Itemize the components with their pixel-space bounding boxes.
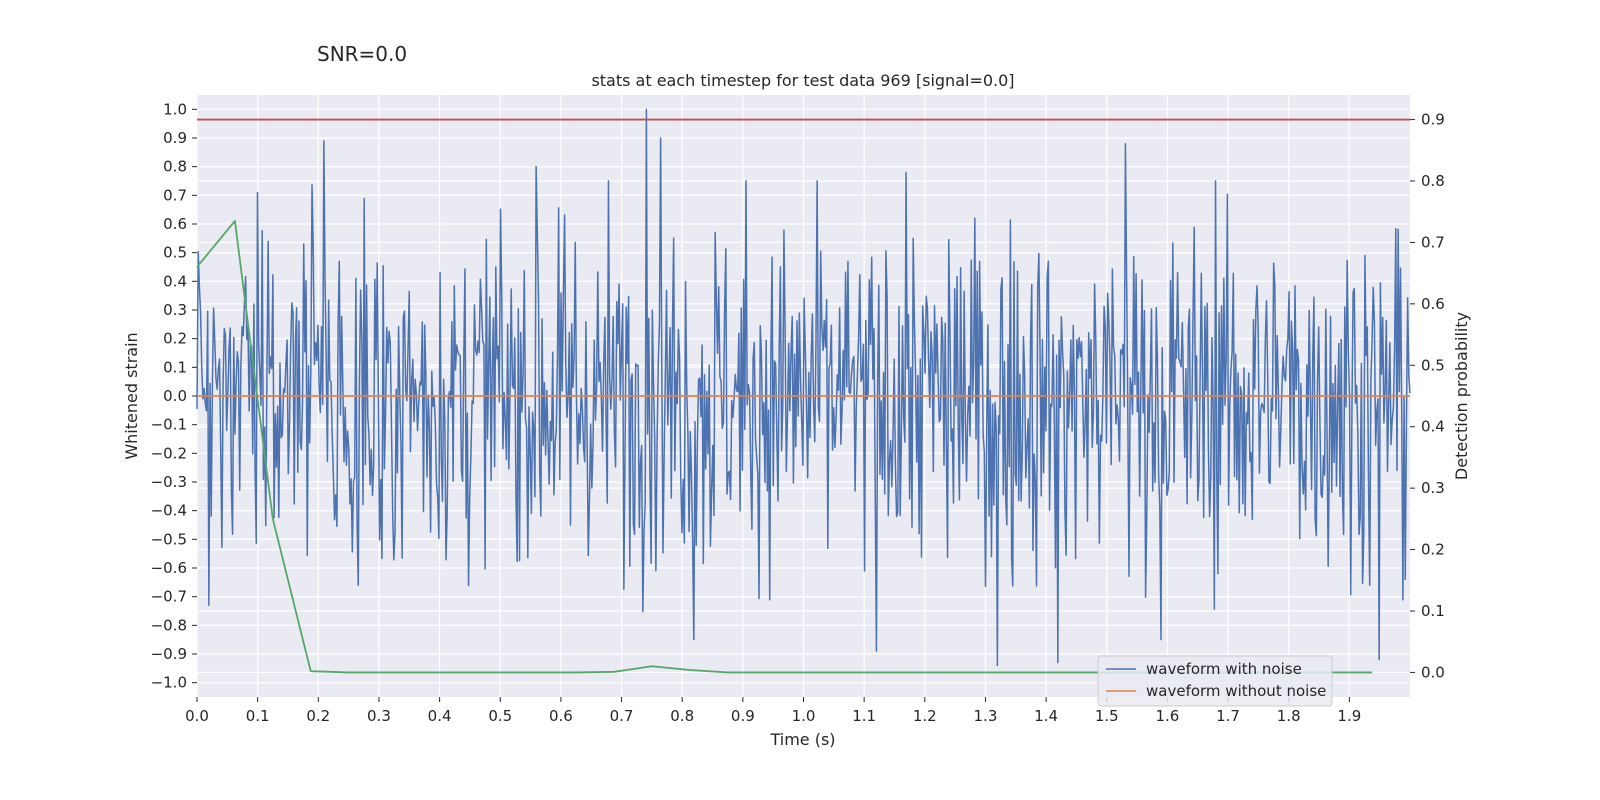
legend: waveform with noise waveform without noi… xyxy=(1097,655,1333,707)
y-tick-label-right: 0.5 xyxy=(1421,356,1445,374)
y-tick-label-left: 0.1 xyxy=(163,358,187,376)
x-tick-label: 0.6 xyxy=(549,707,573,725)
y-tick-label-left: 0.4 xyxy=(163,272,187,290)
y-tick-label-left: −0.1 xyxy=(151,416,187,434)
y-tick-label-left: −0.5 xyxy=(151,530,187,548)
y-tick-label-left: −0.6 xyxy=(151,559,187,577)
legend-label-clean: waveform without noise xyxy=(1146,682,1326,700)
x-tick-label: 0.1 xyxy=(246,707,270,725)
x-tick-label: 0.5 xyxy=(488,707,512,725)
y-tick-label-left: −1.0 xyxy=(151,674,187,692)
y-tick-label-left: 0.8 xyxy=(163,158,187,176)
x-tick-label: 0.2 xyxy=(306,707,330,725)
series-waveform-with-noise xyxy=(196,108,1411,667)
x-tick-label: 1.3 xyxy=(974,707,998,725)
y-tick-label-right: 0.7 xyxy=(1421,233,1445,251)
x-axis-label: Time (s) xyxy=(769,730,835,749)
x-tick-label: 0.0 xyxy=(185,707,209,725)
legend-label-noise: waveform with noise xyxy=(1146,660,1302,678)
x-tick-label: 1.1 xyxy=(852,707,876,725)
y-tick-label-left: 0.6 xyxy=(163,215,187,233)
y-tick-label-left: −0.2 xyxy=(151,444,187,462)
x-tick-label: 0.3 xyxy=(367,707,391,725)
y-tick-label-left: 0.7 xyxy=(163,186,187,204)
x-tick-label: 0.7 xyxy=(610,707,634,725)
y-tick-label-right: 0.1 xyxy=(1421,602,1445,620)
y-tick-label-left: 0.9 xyxy=(163,129,187,147)
x-tick-label: 1.6 xyxy=(1155,707,1179,725)
y-tick-label-left: −0.3 xyxy=(151,473,187,491)
y-tick-label-left: −0.9 xyxy=(151,645,187,663)
x-tick-label: 0.8 xyxy=(670,707,694,725)
y-tick-label-right: 0.0 xyxy=(1421,663,1445,681)
ticks-layer: 0.0 0.1 0.2 0.3 0.4 0.5 0.6 0.7 0.8 0.9 1.0 1.1 1.2 1… xyxy=(151,100,1445,725)
x-tick-label: 0.9 xyxy=(731,707,755,725)
y-tick-label-left: 0.3 xyxy=(163,301,187,319)
y-tick-label-left: 0.0 xyxy=(163,387,187,405)
x-tick-label: 1.8 xyxy=(1277,707,1301,725)
y-tick-label-left: −0.4 xyxy=(151,502,187,520)
x-tick-label: 1.0 xyxy=(792,707,816,725)
y-tick-label-right: 0.3 xyxy=(1421,479,1445,497)
suptitle: SNR=0.0 xyxy=(317,42,407,66)
x-tick-label: 1.5 xyxy=(1095,707,1119,725)
x-tick-label: 1.2 xyxy=(913,707,937,725)
x-tick-label: 1.7 xyxy=(1216,707,1240,725)
y-tick-label-right: 0.9 xyxy=(1421,111,1445,129)
y-tick-label-left: 1.0 xyxy=(163,100,187,118)
y-tick-label-right: 0.6 xyxy=(1421,295,1445,313)
y-tick-label-left: 0.2 xyxy=(163,330,187,348)
y-axis-label-left: Whitened strain xyxy=(122,332,141,459)
x-tick-label: 0.4 xyxy=(428,707,452,725)
y-tick-label-right: 0.4 xyxy=(1421,418,1445,436)
y-tick-label-right: 0.8 xyxy=(1421,172,1445,190)
y-tick-label-right: 0.2 xyxy=(1421,541,1445,559)
x-tick-label: 1.9 xyxy=(1337,707,1361,725)
y-axis-label-right: Detection probability xyxy=(1452,312,1471,480)
y-tick-label-left: −0.7 xyxy=(151,588,187,606)
chart-title: stats at each timestep for test data 969… xyxy=(591,71,1014,90)
y-tick-label-left: 0.5 xyxy=(163,244,187,262)
x-tick-label: 1.4 xyxy=(1034,707,1058,725)
y-tick-label-left: −0.8 xyxy=(151,616,187,634)
legend-box xyxy=(1097,655,1333,707)
